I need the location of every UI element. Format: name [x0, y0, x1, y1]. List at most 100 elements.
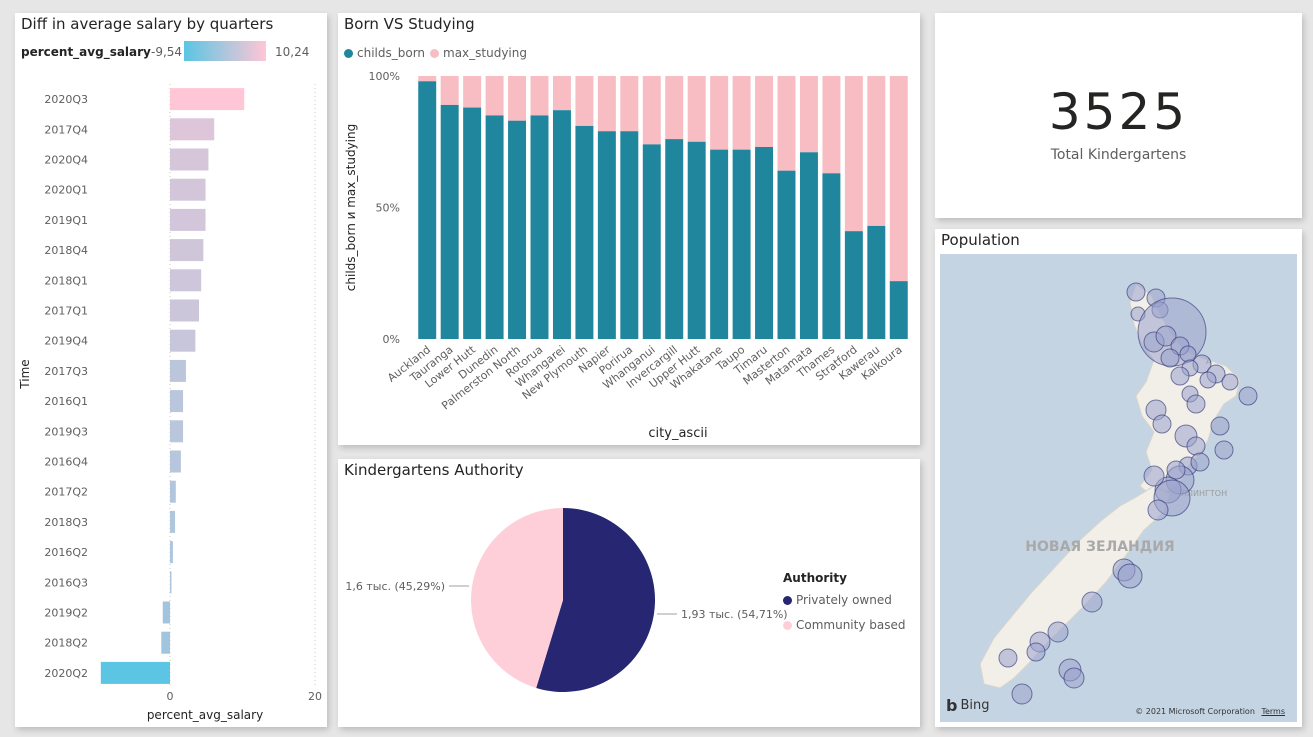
population-bubble[interactable] [1214, 440, 1234, 460]
population-bubble[interactable] [1186, 394, 1206, 414]
born-bar-studying[interactable] [687, 76, 706, 142]
born-bar-childs[interactable] [755, 147, 774, 339]
born-bar-studying[interactable] [597, 76, 616, 132]
population-bubble[interactable] [1238, 386, 1258, 406]
salary-bar[interactable] [170, 148, 209, 171]
born-bar-childs[interactable] [552, 110, 571, 339]
population-bubble[interactable] [1199, 371, 1217, 389]
pie-slice-private[interactable] [536, 508, 655, 692]
born-bar-childs[interactable] [485, 115, 504, 339]
born-bar-childs[interactable] [732, 149, 751, 339]
salary-bar[interactable] [170, 299, 199, 322]
born-bar-childs[interactable] [687, 141, 706, 339]
population-bubble[interactable] [1081, 591, 1103, 613]
salary-bar[interactable] [162, 601, 170, 624]
born-bar-studying[interactable] [777, 76, 796, 171]
map-country-label: НОВАЯ ЗЕЛАНДИЯ [1025, 539, 1174, 555]
born-bar-childs[interactable] [418, 81, 437, 339]
population-bubble[interactable] [1126, 282, 1146, 302]
salary-bar[interactable] [170, 480, 176, 503]
pie-legend-private[interactable]: Privately owned [783, 593, 892, 607]
born-bar-studying[interactable] [463, 76, 482, 108]
born-bar-childs[interactable] [597, 131, 616, 339]
born-bar-childs[interactable] [642, 144, 661, 339]
born-bar-studying[interactable] [889, 76, 908, 282]
salary-bar[interactable] [170, 541, 173, 564]
map-viewport[interactable]: НОВАЯ ЗЕЛАНДИЯ ЛЛИНГТОН А b Bing © 2021 … [940, 254, 1297, 722]
salary-bar[interactable] [170, 88, 245, 111]
born-bar-studying[interactable] [440, 76, 459, 105]
population-bubble[interactable] [1147, 499, 1169, 521]
salary-bar[interactable] [100, 661, 170, 684]
terms-link[interactable]: Terms [1261, 707, 1285, 716]
population-bubble[interactable] [1143, 465, 1165, 487]
born-bar-childs[interactable] [867, 225, 886, 339]
population-bubble[interactable] [1152, 414, 1172, 434]
born-bar-studying[interactable] [508, 76, 527, 121]
born-bar-studying[interactable] [799, 76, 818, 153]
born-bar-childs[interactable] [508, 120, 527, 340]
born-bar-studying[interactable] [418, 76, 437, 82]
born-bar-childs[interactable] [530, 115, 549, 339]
salary-bar[interactable] [170, 239, 204, 262]
born-bar-childs[interactable] [665, 139, 684, 339]
population-bubble[interactable] [1221, 373, 1239, 391]
born-bar-studying[interactable] [665, 76, 684, 140]
born-legend-studying[interactable]: max_studying [430, 46, 527, 60]
born-y-tick: 50% [376, 202, 400, 215]
born-bar-childs[interactable] [575, 125, 594, 339]
population-bubble[interactable] [1170, 366, 1190, 386]
born-bar-studying[interactable] [575, 76, 594, 126]
born-bar-childs[interactable] [620, 131, 639, 339]
salary-bar[interactable] [170, 118, 215, 141]
born-bar-childs[interactable] [440, 104, 459, 340]
population-bubble[interactable] [1190, 452, 1210, 472]
population-bubble[interactable] [1160, 348, 1180, 368]
salary-bar[interactable] [170, 390, 184, 413]
born-bar-childs[interactable] [777, 170, 796, 339]
born-legend-childs[interactable]: childs_born [344, 46, 425, 60]
population-bubble[interactable] [1210, 416, 1230, 436]
born-bar-studying[interactable] [710, 76, 729, 150]
salary-bar[interactable] [170, 269, 202, 292]
born-bar-studying[interactable] [822, 76, 841, 174]
salary-bar[interactable] [170, 450, 181, 473]
salary-category-label: 2018Q4 [44, 244, 88, 257]
legend-label-private: Privately owned [796, 593, 892, 607]
born-bar-childs[interactable] [822, 173, 841, 339]
population-bubble[interactable] [1166, 460, 1186, 480]
salary-bar[interactable] [170, 420, 184, 443]
born-bar-studying[interactable] [552, 76, 571, 111]
salary-bar[interactable] [170, 329, 196, 352]
born-bar-studying[interactable] [485, 76, 504, 116]
born-bar-childs[interactable] [889, 281, 908, 339]
pie-slice-community[interactable] [471, 508, 563, 689]
born-bar-studying[interactable] [530, 76, 549, 116]
population-bubble[interactable] [1186, 436, 1206, 456]
salary-bar[interactable] [161, 631, 170, 654]
pie-legend-community[interactable]: Community based [783, 618, 906, 632]
population-bubble[interactable] [1063, 667, 1085, 689]
salary-bar[interactable] [170, 571, 172, 594]
salary-bar[interactable] [170, 208, 206, 231]
population-bubble[interactable] [1117, 563, 1143, 589]
born-bar-studying[interactable] [844, 76, 863, 232]
population-bubble[interactable] [1047, 621, 1069, 643]
salary-bar[interactable] [170, 359, 186, 382]
salary-bar[interactable] [170, 510, 176, 533]
born-bar-childs[interactable] [844, 231, 863, 339]
born-bar-studying[interactable] [620, 76, 639, 132]
population-bubble[interactable] [1011, 683, 1033, 705]
population-bubble[interactable] [1155, 325, 1177, 347]
born-bar-childs[interactable] [799, 152, 818, 339]
population-bubble[interactable] [1026, 642, 1046, 662]
born-bar-studying[interactable] [642, 76, 661, 145]
born-bar-childs[interactable] [463, 107, 482, 339]
legend-dot-childs [344, 48, 353, 58]
population-bubble[interactable] [998, 648, 1018, 668]
salary-bar[interactable] [170, 178, 206, 201]
born-bar-studying[interactable] [732, 76, 751, 150]
born-bar-studying[interactable] [867, 76, 886, 226]
born-bar-studying[interactable] [755, 76, 774, 148]
born-bar-childs[interactable] [710, 149, 729, 339]
